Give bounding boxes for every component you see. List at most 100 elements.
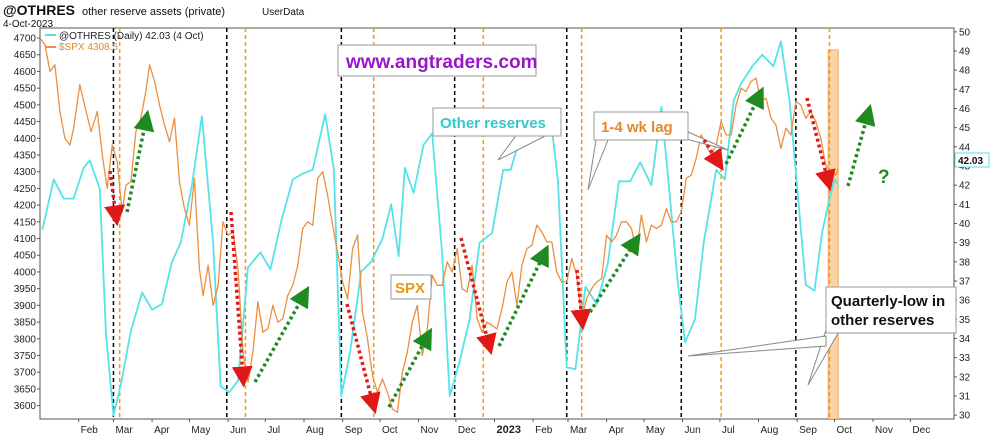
spx-point: [401, 371, 403, 373]
spx-point: [302, 227, 304, 230]
spx-point: [496, 328, 498, 330]
up-arrow-6: [724, 86, 764, 165]
othres-point: [381, 238, 383, 240]
left-axis-tick-label: 3850: [14, 318, 37, 329]
highlight-band: [827, 49, 839, 419]
spx-point: [556, 271, 558, 273]
spx-point: [101, 154, 103, 156]
left-axis-tick-label: 3800: [14, 334, 37, 345]
spx-point: [158, 104, 161, 106]
othres-point: [422, 144, 425, 146]
x-axis-tick-label: Dec: [912, 425, 930, 436]
right-axis-tick-label: 46: [959, 104, 971, 115]
spx-point: [376, 391, 379, 393]
othres-point: [502, 169, 504, 171]
spx-point: [85, 110, 87, 113]
othres-point: [789, 100, 791, 102]
othres-point: [370, 261, 372, 263]
spx-point: [735, 104, 737, 106]
spx-point: [730, 134, 732, 136]
x-axis-tick-label: Nov: [421, 425, 439, 436]
x-axis-tick-label: Apr: [609, 425, 625, 436]
other-reserves-box: [432, 107, 562, 137]
othres-point: [813, 290, 816, 292]
spx-point: [615, 234, 618, 236]
spx-point: [660, 224, 663, 226]
spx-point: [635, 251, 638, 253]
right-axis-tick-label: 36: [959, 296, 971, 307]
spx-point: [272, 304, 274, 306]
spx-point: [64, 137, 66, 139]
othres-point: [684, 341, 686, 343]
othres-point: [668, 184, 670, 186]
up-arrow-1: [125, 109, 155, 213]
spx-point: [198, 268, 200, 270]
othres-point: [703, 242, 705, 244]
left-axis-tick-label: 4650: [14, 50, 37, 61]
spx-point: [183, 207, 185, 210]
othres-point: [491, 232, 493, 234]
spx-point: [680, 211, 682, 213]
legend-othres-label: @OTHRES (Daily) 42.03 (4 Oct): [59, 31, 204, 42]
spx-point: [436, 284, 438, 286]
spx-point: [44, 44, 46, 46]
othres-point: [459, 360, 461, 363]
down-arrow-6: [702, 139, 724, 171]
othres-point: [212, 242, 214, 244]
othres-point: [574, 368, 577, 370]
spx-point: [685, 177, 687, 179]
spx-point: [307, 221, 309, 223]
spx-point: [366, 338, 369, 340]
spx-point: [292, 284, 294, 286]
spx-point: [96, 110, 98, 113]
x-axis-tick-label: 2023: [497, 424, 521, 436]
right-axis-tick-label: 48: [959, 66, 971, 77]
spx-point: [396, 411, 398, 413]
website-label: www.angtraders.com: [345, 52, 537, 73]
spx-point: [106, 187, 108, 189]
spx-point: [675, 221, 677, 223]
x-axis-tick-label: Nov: [875, 425, 893, 436]
spx-point: [193, 177, 195, 179]
othres-point: [161, 303, 163, 305]
left-axis-tick-label: 4300: [14, 167, 37, 178]
spx-point: [820, 137, 822, 139]
spx-point: [327, 194, 329, 196]
spx-point: [456, 248, 458, 250]
othres-point: [404, 167, 406, 169]
spx-point: [121, 211, 123, 213]
left-axis-tick-label: 4250: [14, 184, 37, 195]
up-arrow-2: [253, 285, 310, 383]
last-value-tag: [954, 152, 990, 168]
othres-point: [827, 203, 829, 205]
spx-point: [576, 274, 578, 276]
othres-point: [833, 178, 836, 180]
spx-point: [59, 110, 61, 113]
spx-point: [695, 157, 697, 159]
othres-point: [201, 115, 203, 117]
left-axis-tick-label: 4200: [14, 201, 37, 212]
spx-point: [342, 281, 344, 283]
spx-point: [546, 241, 548, 243]
up-arrow-3: [387, 327, 433, 408]
spx-point: [381, 378, 383, 380]
left-axis-tick-label: 3650: [14, 384, 37, 395]
spx-point: [317, 177, 319, 179]
x-axis-tick-label: Mar: [570, 425, 588, 436]
spx-point: [352, 248, 354, 250]
spx-point: [421, 354, 423, 357]
othres-point: [596, 303, 598, 305]
x-axis-tick-label: Jun: [230, 425, 246, 436]
left-axis-tick-label: 4550: [14, 84, 37, 95]
spx-point: [287, 294, 289, 296]
legend-spx-label: $SPX 4308.5: [59, 42, 118, 53]
x-axis-tick-label: May: [191, 425, 210, 436]
spx-point: [227, 234, 229, 236]
spx-point: [606, 234, 608, 236]
right-axis-tick-label: 34: [959, 334, 971, 345]
spx-point: [79, 84, 81, 86]
othres-point: [349, 351, 351, 353]
spx-point: [202, 294, 204, 296]
spx-point: [130, 181, 132, 183]
